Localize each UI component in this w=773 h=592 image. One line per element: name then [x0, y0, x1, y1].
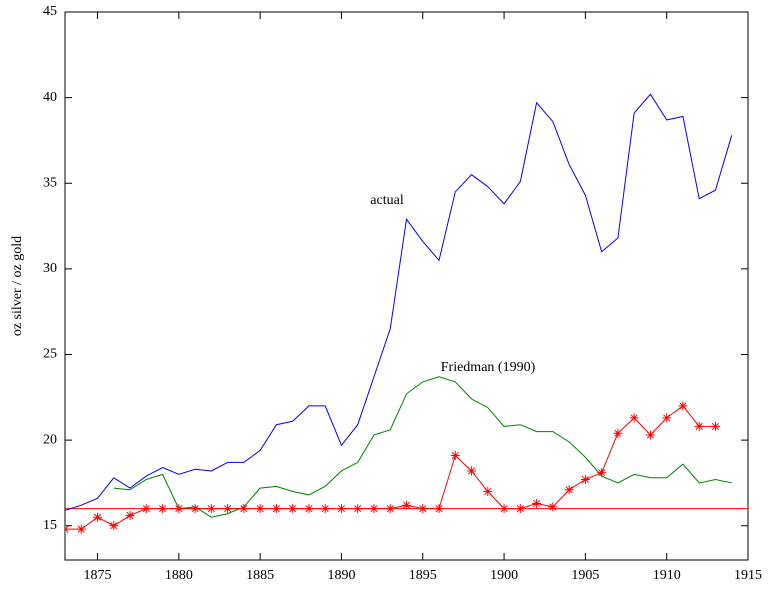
star-marker [499, 504, 509, 514]
star-marker [239, 504, 249, 514]
star-marker [645, 430, 655, 440]
star-marker [125, 510, 135, 520]
star-marker [369, 504, 379, 514]
y-tick-label: 25 [43, 347, 57, 362]
star-marker [548, 502, 558, 512]
star-marker [418, 504, 428, 514]
star-marker [629, 413, 639, 423]
star-marker [353, 504, 363, 514]
star-marker [564, 485, 574, 495]
series-line [65, 93, 733, 511]
star-marker [450, 451, 460, 461]
star-marker [174, 504, 184, 514]
x-tick-label: 1880 [165, 568, 193, 583]
star-marker [320, 504, 330, 514]
star-marker [109, 521, 119, 531]
star-marker [710, 421, 720, 431]
star-marker [613, 428, 623, 438]
series-line [113, 376, 732, 518]
x-tick-label: 1905 [571, 568, 599, 583]
star-marker [434, 504, 444, 514]
x-tick-label: 1895 [409, 568, 437, 583]
star-marker [141, 504, 151, 514]
star-marker [532, 498, 542, 508]
star-marker [402, 500, 411, 510]
y-tick-label: 40 [43, 90, 57, 105]
star-marker [467, 466, 477, 476]
star-marker [206, 504, 216, 514]
star-marker [93, 512, 103, 522]
star-marker [76, 524, 86, 534]
y-tick-label: 15 [43, 518, 57, 533]
star-marker [288, 504, 298, 514]
x-tick-label: 1885 [246, 568, 274, 583]
star-marker [662, 413, 672, 423]
x-tick-label: 1875 [84, 568, 112, 583]
y-tick-label: 35 [43, 175, 57, 190]
x-tick-label: 1915 [734, 568, 762, 583]
x-tick-label: 1900 [490, 568, 518, 583]
plot-frame [64, 11, 749, 561]
y-axis-label: oz silver / oz gold [10, 236, 25, 336]
x-tick-label: 1890 [327, 568, 355, 583]
star-marker [190, 504, 200, 514]
star-marker [65, 524, 70, 534]
plot-area [65, 93, 748, 534]
star-marker [158, 504, 168, 514]
series-label: Friedman (1990) [441, 360, 536, 375]
star-marker [483, 487, 493, 496]
y-tick-label: 45 [43, 4, 57, 19]
star-marker [694, 421, 704, 431]
star-marker [385, 504, 395, 514]
star-marker [580, 475, 590, 485]
star-marker [304, 504, 314, 514]
star-marker [223, 504, 233, 514]
star-marker [336, 504, 346, 514]
x-tick-label: 1910 [653, 568, 681, 583]
y-tick-label: 30 [43, 261, 57, 276]
star-marker [515, 504, 525, 514]
star-marker [597, 468, 607, 478]
series-label: actual [370, 193, 404, 208]
star-marker [678, 401, 688, 411]
star-marker [271, 504, 281, 514]
star-marker [255, 504, 265, 514]
y-tick-label: 20 [43, 432, 57, 447]
